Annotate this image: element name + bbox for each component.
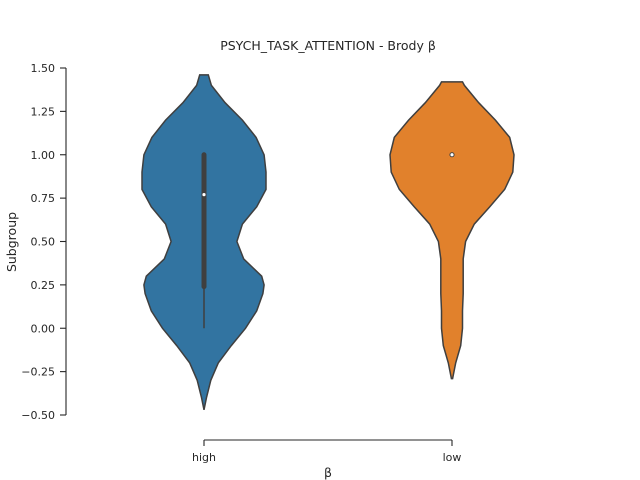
- y-tick-label: 0.00: [31, 322, 56, 335]
- median-marker-low: [449, 152, 455, 158]
- y-tick-label: −0.50: [21, 409, 55, 422]
- y-tick-label: 0.50: [31, 236, 56, 249]
- x-axis-label: β: [324, 465, 332, 480]
- y-tick-label: 1.50: [31, 62, 56, 75]
- median-marker-high: [201, 192, 207, 198]
- violin-group: [141, 74, 515, 410]
- y-tick-label: 0.75: [31, 192, 56, 205]
- y-tick-label: 0.25: [31, 279, 56, 292]
- y-axis-label: Subgroup: [4, 212, 19, 272]
- x-tick-label: low: [443, 451, 462, 464]
- y-tick-label: −0.25: [21, 366, 55, 379]
- x-axis-ticks: high low: [192, 440, 461, 464]
- y-tick-label: 1.25: [31, 105, 56, 118]
- violin-low: [389, 81, 515, 380]
- x-tick-label: high: [192, 451, 216, 464]
- chart-title: PSYCH_TASK_ATTENTION - Brody β: [220, 38, 436, 53]
- y-tick-label: 1.00: [31, 149, 56, 162]
- y-axis-ticks: −0.50 −0.25 0.00 0.25 0.50 0.75 1.00 1.25 1.50: [21, 62, 66, 422]
